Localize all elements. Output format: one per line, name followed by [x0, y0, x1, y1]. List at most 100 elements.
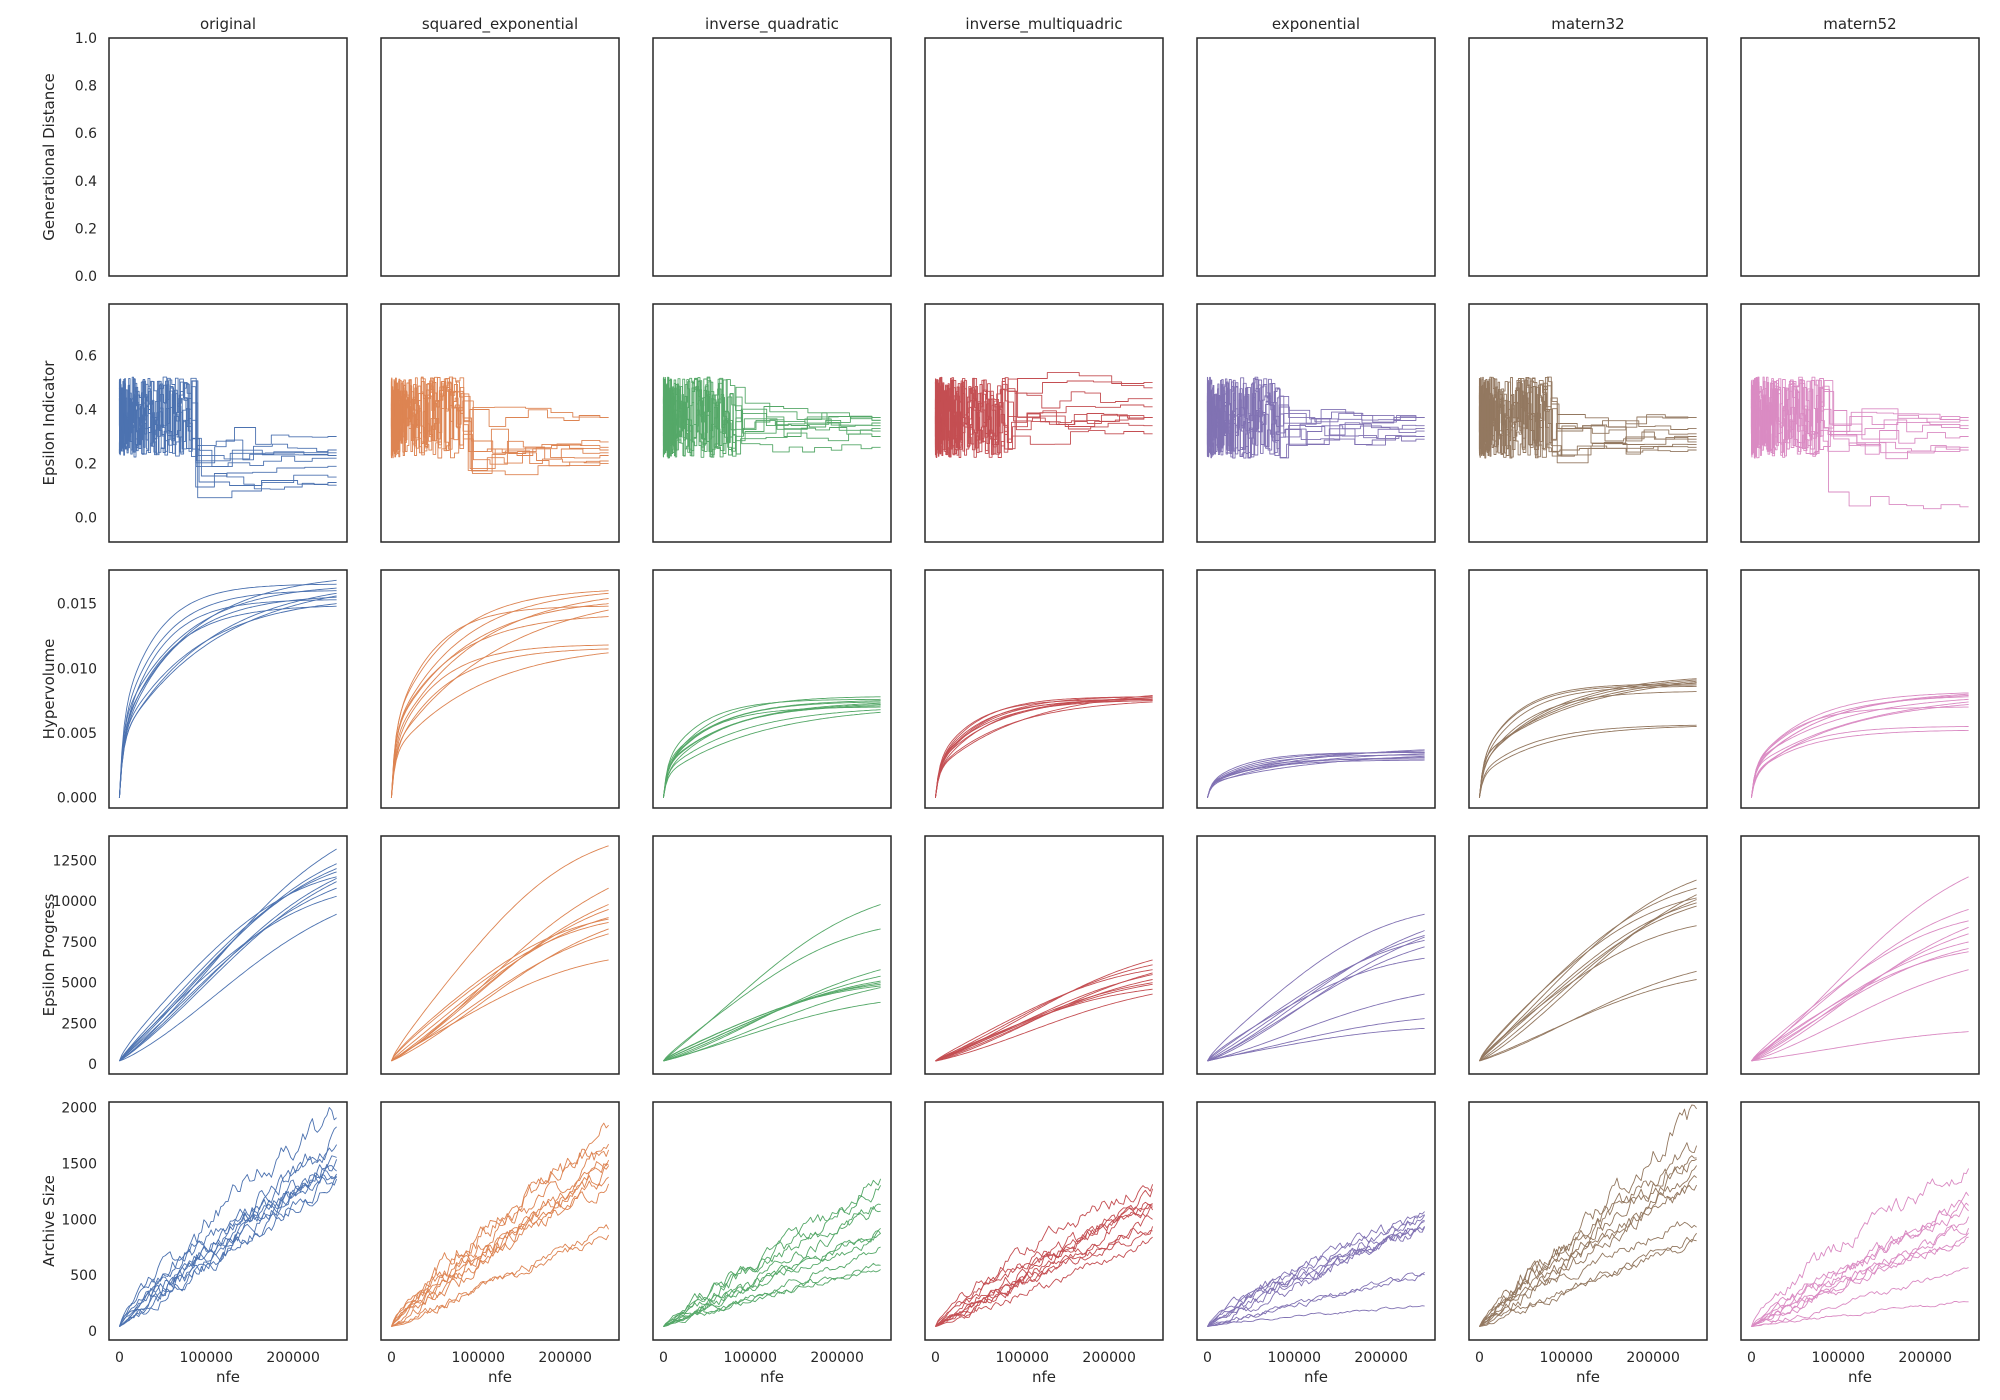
column-title-matern32: matern32	[1551, 15, 1624, 33]
series-line-matern32-4	[1479, 1165, 1697, 1327]
panel-frame	[380, 835, 620, 1075]
series-line-matern32-8	[1479, 1232, 1697, 1328]
series-line-exponential-9	[1206, 378, 1425, 458]
series-line-original-3	[118, 583, 337, 798]
panel-frame	[1468, 303, 1708, 543]
panel-frame	[108, 1101, 348, 1341]
series-line-original-4	[118, 876, 337, 1062]
series-line-inverse_quadratic-2	[662, 700, 881, 798]
panel-frame	[924, 835, 1164, 1075]
panel-frame	[924, 569, 1164, 809]
panel-frame	[108, 303, 348, 543]
series-line-matern32-3	[1479, 894, 1697, 1062]
series-line-exponential-2	[1207, 930, 1425, 1062]
panel-archive-size-original	[108, 1101, 348, 1341]
y-tick-label: 0.005	[57, 726, 97, 742]
series-line-squared_exponential-10	[390, 1143, 609, 1327]
series-line-squared_exponential-8	[391, 1234, 610, 1327]
series-line-squared_exponential-3	[390, 598, 609, 798]
y-tick-label: 0.0	[75, 511, 97, 527]
series-line-exponential-8	[1207, 1273, 1425, 1328]
series-line-squared_exponential-5	[391, 1176, 609, 1327]
panel-archive-size-matern32	[1468, 1101, 1708, 1341]
series-line-inverse_quadratic-4	[663, 1206, 881, 1328]
series-line-original-8	[119, 913, 337, 1062]
series-line-original-7	[118, 587, 337, 798]
series-line-inverse_multiquadric-10	[934, 697, 1153, 798]
series-line-matern52-5	[1750, 706, 1969, 798]
series-line-inverse_quadratic-7	[663, 1233, 881, 1327]
panel-frame	[652, 1101, 892, 1341]
series-line-squared_exponential-6	[391, 928, 609, 1062]
panel-frame	[924, 37, 1164, 277]
series-line-matern32-8	[1479, 979, 1697, 1062]
series-line-inverse_quadratic-10	[662, 702, 881, 798]
y-tick-label: 0.015	[57, 597, 97, 613]
y-tick-label: 2000	[61, 1101, 97, 1117]
series-line-inverse_quadratic-1	[663, 904, 881, 1062]
column-title-matern52: matern52	[1823, 15, 1896, 33]
panel-frame	[1740, 37, 1980, 277]
series-line-exponential-4	[1207, 1219, 1425, 1327]
x-axis-label: nfe	[760, 1368, 784, 1386]
series-line-inverse_multiquadric-10	[934, 378, 1153, 458]
series-line-matern32-1	[1478, 678, 1697, 798]
panel-epsilon-progress-inverse_quadratic	[652, 835, 892, 1075]
series-line-squared_exponential-7	[390, 648, 609, 798]
panel-hypervolume-inverse_quadratic	[652, 569, 892, 809]
series-line-matern32-6	[1479, 925, 1697, 1062]
series-line-inverse_multiquadric-1	[934, 1184, 1154, 1327]
panel-epsilon-indicator-original	[108, 303, 348, 543]
y-tick-label: 1500	[61, 1156, 97, 1172]
series-line-matern52-2	[1751, 908, 1969, 1062]
series-line-matern32-5	[1479, 1175, 1697, 1327]
panel-frame	[108, 569, 348, 809]
y-axis-label-row-1: Generational Distance	[40, 73, 58, 240]
series-line-original-7	[119, 895, 337, 1062]
panel-archive-size-exponential	[1196, 1101, 1436, 1341]
series-line-inverse_quadratic-9	[662, 705, 881, 798]
series-line-squared_exponential-2	[390, 592, 609, 798]
series-line-exponential-1	[1206, 749, 1425, 798]
y-tick-label: 0.6	[75, 126, 97, 142]
series-line-matern32-3	[1478, 1158, 1697, 1327]
panel-epsilon-progress-squared_exponential	[380, 835, 620, 1075]
series-line-matern52-7	[1750, 380, 1969, 460]
panel-hypervolume-matern32	[1468, 569, 1708, 809]
series-line-exponential-10	[1206, 751, 1425, 798]
panel-frame	[1740, 835, 1980, 1075]
panel-frame	[1468, 1101, 1708, 1341]
panel-epsilon-indicator-matern52	[1740, 303, 1980, 543]
panel-generational-distance-inverse_multiquadric	[924, 37, 1164, 277]
series-line-original-5	[118, 605, 337, 798]
panel-frame	[652, 303, 892, 543]
series-line-squared_exponential-6	[390, 644, 609, 798]
series-line-original-1	[118, 1107, 337, 1327]
series-line-matern52-3	[1751, 920, 1969, 1062]
series-line-inverse_quadratic-10	[663, 1269, 881, 1328]
series-line-original-9	[119, 877, 337, 1062]
y-tick-label: 7500	[61, 935, 97, 951]
series-line-original-1	[118, 579, 337, 798]
series-line-inverse_quadratic-2	[663, 1185, 882, 1327]
series-line-inverse_multiquadric-3	[934, 700, 1153, 798]
panel-epsilon-progress-exponential	[1196, 835, 1436, 1075]
panel-archive-size-inverse_multiquadric	[924, 1101, 1164, 1341]
x-tick-label: 200000	[538, 1350, 591, 1366]
panel-frame	[380, 37, 620, 277]
series-line-matern32-8	[1478, 679, 1697, 798]
panel-hypervolume-inverse_multiquadric	[924, 569, 1164, 809]
y-tick-label: 0	[88, 1324, 97, 1340]
series-line-matern32-10	[1479, 1155, 1697, 1327]
series-line-inverse_quadratic-6	[662, 698, 881, 798]
panel-epsilon-progress-matern32	[1468, 835, 1708, 1075]
series-line-original-10	[119, 1165, 337, 1327]
panel-frame	[1196, 37, 1436, 277]
y-tick-label: 0.2	[75, 221, 97, 237]
y-tick-label: 0.2	[75, 457, 97, 473]
series-line-matern32-2	[1479, 887, 1697, 1062]
series-line-matern52-7	[1751, 1232, 1969, 1327]
column-title-inverse_multiquadric: inverse_multiquadric	[965, 15, 1122, 34]
series-line-matern52-10	[1750, 704, 1969, 798]
series-line-original-9	[118, 1144, 337, 1327]
